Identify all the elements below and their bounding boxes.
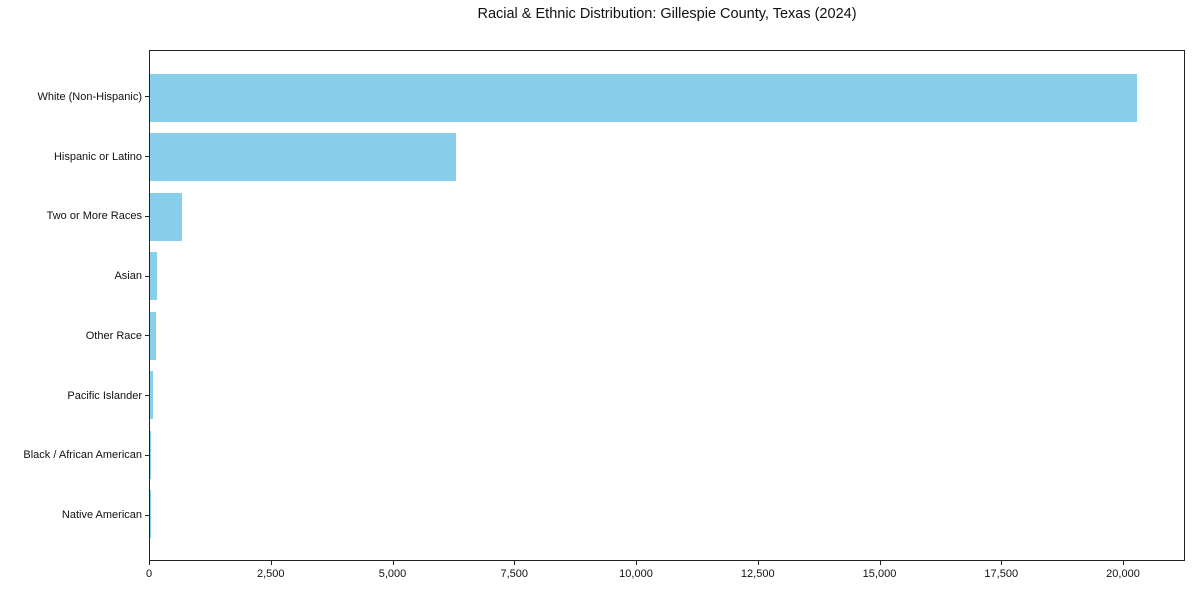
bar <box>150 73 1137 122</box>
y-tick-row: Other Race <box>0 306 149 366</box>
x-tick-mark <box>149 561 150 565</box>
bar-row <box>150 187 1184 247</box>
y-tick-label: Native American <box>61 509 142 522</box>
y-tick-mark <box>145 454 149 456</box>
bar-row <box>150 306 1184 366</box>
y-tick-label: Black / African American <box>23 449 142 462</box>
x-tick-mark <box>1123 561 1124 565</box>
y-axis-labels: White (Non-Hispanic) Hispanic or Latino Tw… <box>0 50 149 561</box>
x-tick-label: 2,500 <box>256 568 285 580</box>
y-tick-row: Asian <box>0 246 149 306</box>
y-tick-mark <box>145 96 149 98</box>
y-tick-row: Pacific Islander <box>0 366 149 426</box>
x-tick-mark <box>879 561 881 565</box>
x-axis: 0 2,500 5,000 7,500 10,000 12,500 15,000 17,500… <box>145 561 1185 591</box>
x-tick-mark <box>636 561 637 565</box>
y-tick-row: Native American <box>0 485 149 545</box>
y-tick-label: Two or More Races <box>46 210 142 223</box>
y-tick-label: Other Race <box>85 329 142 342</box>
y-tick-row: Two or More Races <box>0 187 149 247</box>
bar-row <box>150 366 1184 426</box>
y-tick-mark <box>145 395 149 397</box>
y-tick-mark <box>145 335 149 337</box>
bar <box>150 311 156 360</box>
y-tick-label: Hispanic or Latino <box>53 150 142 163</box>
bar-row <box>150 68 1184 128</box>
x-tick-label: 10,000 <box>619 568 653 580</box>
bars-container <box>150 51 1184 560</box>
x-tick-mark <box>392 561 394 565</box>
bar <box>150 133 457 182</box>
chart-title: Racial & Ethnic Distribution: Gillespie … <box>477 6 857 22</box>
y-tick-row: Hispanic or Latino <box>0 127 149 187</box>
y-tick-label: Asian <box>114 270 142 283</box>
x-tick-mark <box>270 561 272 565</box>
bar-row <box>150 425 1184 485</box>
x-tick-label: 15,000 <box>862 568 897 580</box>
y-tick-mark <box>145 514 149 516</box>
bar <box>150 192 182 241</box>
bar-row <box>150 247 1184 307</box>
y-tick-row: White (Non-Hispanic) <box>0 67 149 127</box>
y-tick-mark <box>145 156 149 158</box>
bar <box>150 430 152 479</box>
x-tick-mark <box>514 561 516 565</box>
bar-row <box>150 485 1184 545</box>
bar <box>150 252 157 301</box>
x-tick-mark <box>1001 561 1003 565</box>
x-tick-mark <box>757 561 759 565</box>
y-tick-mark <box>145 275 149 277</box>
x-tick-label: 12,500 <box>740 568 775 580</box>
x-tick-label: 0 <box>145 568 153 580</box>
bar <box>150 371 153 420</box>
y-tick-row: Black / African American <box>0 426 149 486</box>
y-tick-label: Pacific Islander <box>67 389 142 402</box>
y-tick-mark <box>145 215 149 217</box>
x-tick-label: 5,000 <box>378 568 407 580</box>
x-tick-label: 17,500 <box>984 568 1019 580</box>
x-tick-label: 7,500 <box>500 568 529 580</box>
plot-area <box>149 50 1185 561</box>
bar-row <box>150 128 1184 188</box>
x-tick-label: 20,000 <box>1106 568 1140 580</box>
bar <box>150 490 151 539</box>
y-tick-label: White (Non-Hispanic) <box>37 90 142 103</box>
